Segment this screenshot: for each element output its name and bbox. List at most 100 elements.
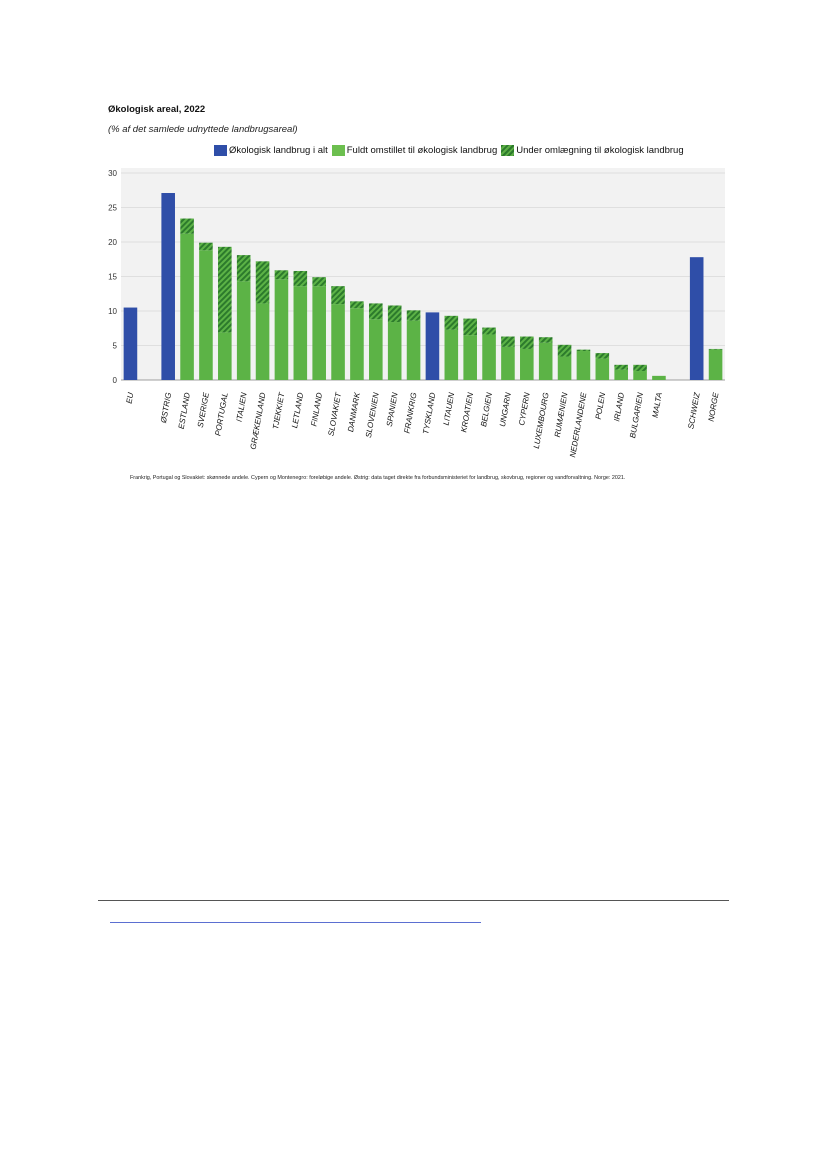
x-category-label: KROATIEN bbox=[459, 392, 475, 433]
x-category-label: RUMÆNIEN bbox=[553, 392, 570, 438]
legend-swatch-total bbox=[214, 145, 227, 156]
bar-under-conversion bbox=[387, 305, 402, 323]
bar-under-conversion bbox=[520, 336, 534, 349]
x-category-label: NORGE bbox=[707, 391, 721, 422]
x-category-label: NEDERLANDENE bbox=[568, 391, 588, 458]
x-category-label: FRANKRIG bbox=[402, 392, 418, 434]
bar-fully-converted bbox=[576, 351, 591, 380]
bar-fully-converted bbox=[293, 286, 308, 380]
bar-under-conversion bbox=[463, 318, 477, 336]
bar-under-conversion bbox=[444, 315, 459, 330]
x-category-label: DANMARK bbox=[346, 391, 362, 433]
footnote-separator bbox=[98, 900, 729, 901]
x-category-label: SCHWEIZ bbox=[686, 391, 701, 430]
bar-under-conversion bbox=[406, 310, 421, 321]
legend-label-converted: Fuldt omstillet til økologisk landbrug bbox=[346, 145, 498, 156]
bar-under-conversion bbox=[236, 255, 251, 282]
bar-chart: 0 5 10 15 20 25 30 EU ØSTRIG ESTLAND SVERIGE PORTU… bbox=[108, 168, 725, 458]
bar-fully-converted bbox=[236, 281, 251, 380]
x-category-label: SVERIGE bbox=[196, 391, 211, 428]
bar-fully-converted bbox=[463, 335, 477, 380]
bar-under-conversion bbox=[633, 364, 647, 372]
legend-swatch-converted bbox=[331, 145, 345, 156]
chart-title: Økologisk areal, 2022 bbox=[108, 104, 206, 115]
x-category-label: BELGIEN bbox=[479, 392, 494, 428]
bar-total bbox=[161, 193, 175, 380]
bar-fully-converted bbox=[482, 334, 496, 380]
bar-under-conversion bbox=[595, 353, 610, 359]
bar-under-conversion bbox=[218, 246, 232, 333]
x-category-label: EU bbox=[125, 392, 136, 405]
x-category-label: MALTA bbox=[651, 392, 664, 419]
bar-fully-converted bbox=[406, 320, 421, 380]
bar-total bbox=[425, 312, 440, 380]
x-category-label: ØSTRIG bbox=[159, 392, 173, 425]
bar-total bbox=[689, 257, 704, 380]
x-category-label: SLOVAKIET bbox=[327, 391, 344, 437]
bar-under-conversion bbox=[482, 327, 496, 335]
bar-fully-converted bbox=[312, 286, 326, 380]
bar-fully-converted bbox=[255, 303, 270, 380]
bar-fully-converted bbox=[652, 375, 666, 380]
x-category-label: GRÆKENLAND bbox=[249, 392, 268, 451]
bar-fully-converted bbox=[180, 233, 194, 380]
footnote-link-line bbox=[110, 922, 481, 923]
x-category-label: SLOVENIEN bbox=[364, 392, 381, 439]
legend-label-total: Økologisk landbrug i alt bbox=[229, 145, 328, 156]
x-category-label: IRLAND bbox=[612, 392, 626, 423]
bar-fully-converted bbox=[274, 279, 289, 380]
bar-under-conversion bbox=[180, 218, 194, 234]
bar-under-conversion bbox=[369, 303, 383, 320]
bar-under-conversion bbox=[274, 270, 289, 280]
bar-fully-converted bbox=[199, 250, 213, 380]
legend-item-conversion: Under omlægning til økologisk landbrug bbox=[501, 145, 684, 156]
bar-under-conversion bbox=[708, 348, 723, 350]
x-category-label: BULGARIEN bbox=[628, 392, 645, 439]
bar-fully-converted bbox=[538, 342, 553, 380]
bar-fully-converted bbox=[387, 322, 402, 380]
x-category-label: UNGARN bbox=[498, 392, 513, 428]
bar-under-conversion bbox=[557, 344, 572, 357]
x-category-label: ITALIEN bbox=[235, 392, 249, 423]
x-category-label: TJEKKIET bbox=[271, 391, 287, 430]
bar-fully-converted bbox=[708, 349, 723, 380]
bar-fully-converted bbox=[614, 369, 628, 380]
bar-fully-converted bbox=[633, 371, 647, 380]
bar-fully-converted bbox=[520, 348, 534, 380]
bar-fully-converted bbox=[331, 304, 345, 380]
x-category-label: FINLAND bbox=[309, 392, 324, 427]
x-category-label: PORTUGAL bbox=[213, 392, 229, 437]
bar-under-conversion bbox=[312, 277, 326, 287]
bar-total bbox=[123, 307, 138, 380]
bar-under-conversion bbox=[576, 349, 591, 352]
x-category-label: TYSKLAND bbox=[421, 392, 437, 435]
bar-under-conversion bbox=[199, 242, 213, 251]
chart-subtitle: (% af det samlede udnyttede landbrugsare… bbox=[108, 124, 298, 135]
y-tick-label: 25 bbox=[108, 204, 117, 213]
bar-under-conversion bbox=[350, 301, 364, 309]
bar-fully-converted bbox=[444, 329, 459, 380]
y-tick-label: 5 bbox=[113, 342, 118, 351]
y-tick-label: 20 bbox=[108, 238, 117, 247]
x-category-label: CYPERN bbox=[517, 392, 532, 427]
bar-fully-converted bbox=[218, 332, 232, 380]
x-category-label: ESTLAND bbox=[177, 392, 192, 430]
bar-under-conversion bbox=[501, 336, 515, 347]
bar-fully-converted bbox=[595, 358, 610, 380]
x-category-label: LETLAND bbox=[290, 392, 305, 429]
bar-under-conversion bbox=[331, 286, 345, 305]
bar-fully-converted bbox=[501, 346, 515, 380]
legend-item-converted: Fuldt omstillet til økologisk landbrug bbox=[331, 145, 498, 156]
x-category-label: SPANIEN bbox=[385, 392, 400, 428]
bar-under-conversion bbox=[614, 364, 628, 370]
x-category-label: LITAUEN bbox=[442, 392, 457, 426]
bar-fully-converted bbox=[369, 319, 383, 380]
y-tick-label: 15 bbox=[108, 273, 117, 282]
chart-legend: Økologisk landbrug i alt Fuldt omstillet… bbox=[214, 145, 688, 156]
x-category-label: LUXEMBOURG bbox=[532, 392, 551, 450]
bar-under-conversion bbox=[538, 337, 553, 343]
x-category-label: POLEN bbox=[594, 392, 608, 420]
legend-item-total: Økologisk landbrug i alt bbox=[214, 145, 328, 156]
y-tick-label: 30 bbox=[108, 169, 117, 178]
bar-fully-converted bbox=[557, 356, 572, 380]
